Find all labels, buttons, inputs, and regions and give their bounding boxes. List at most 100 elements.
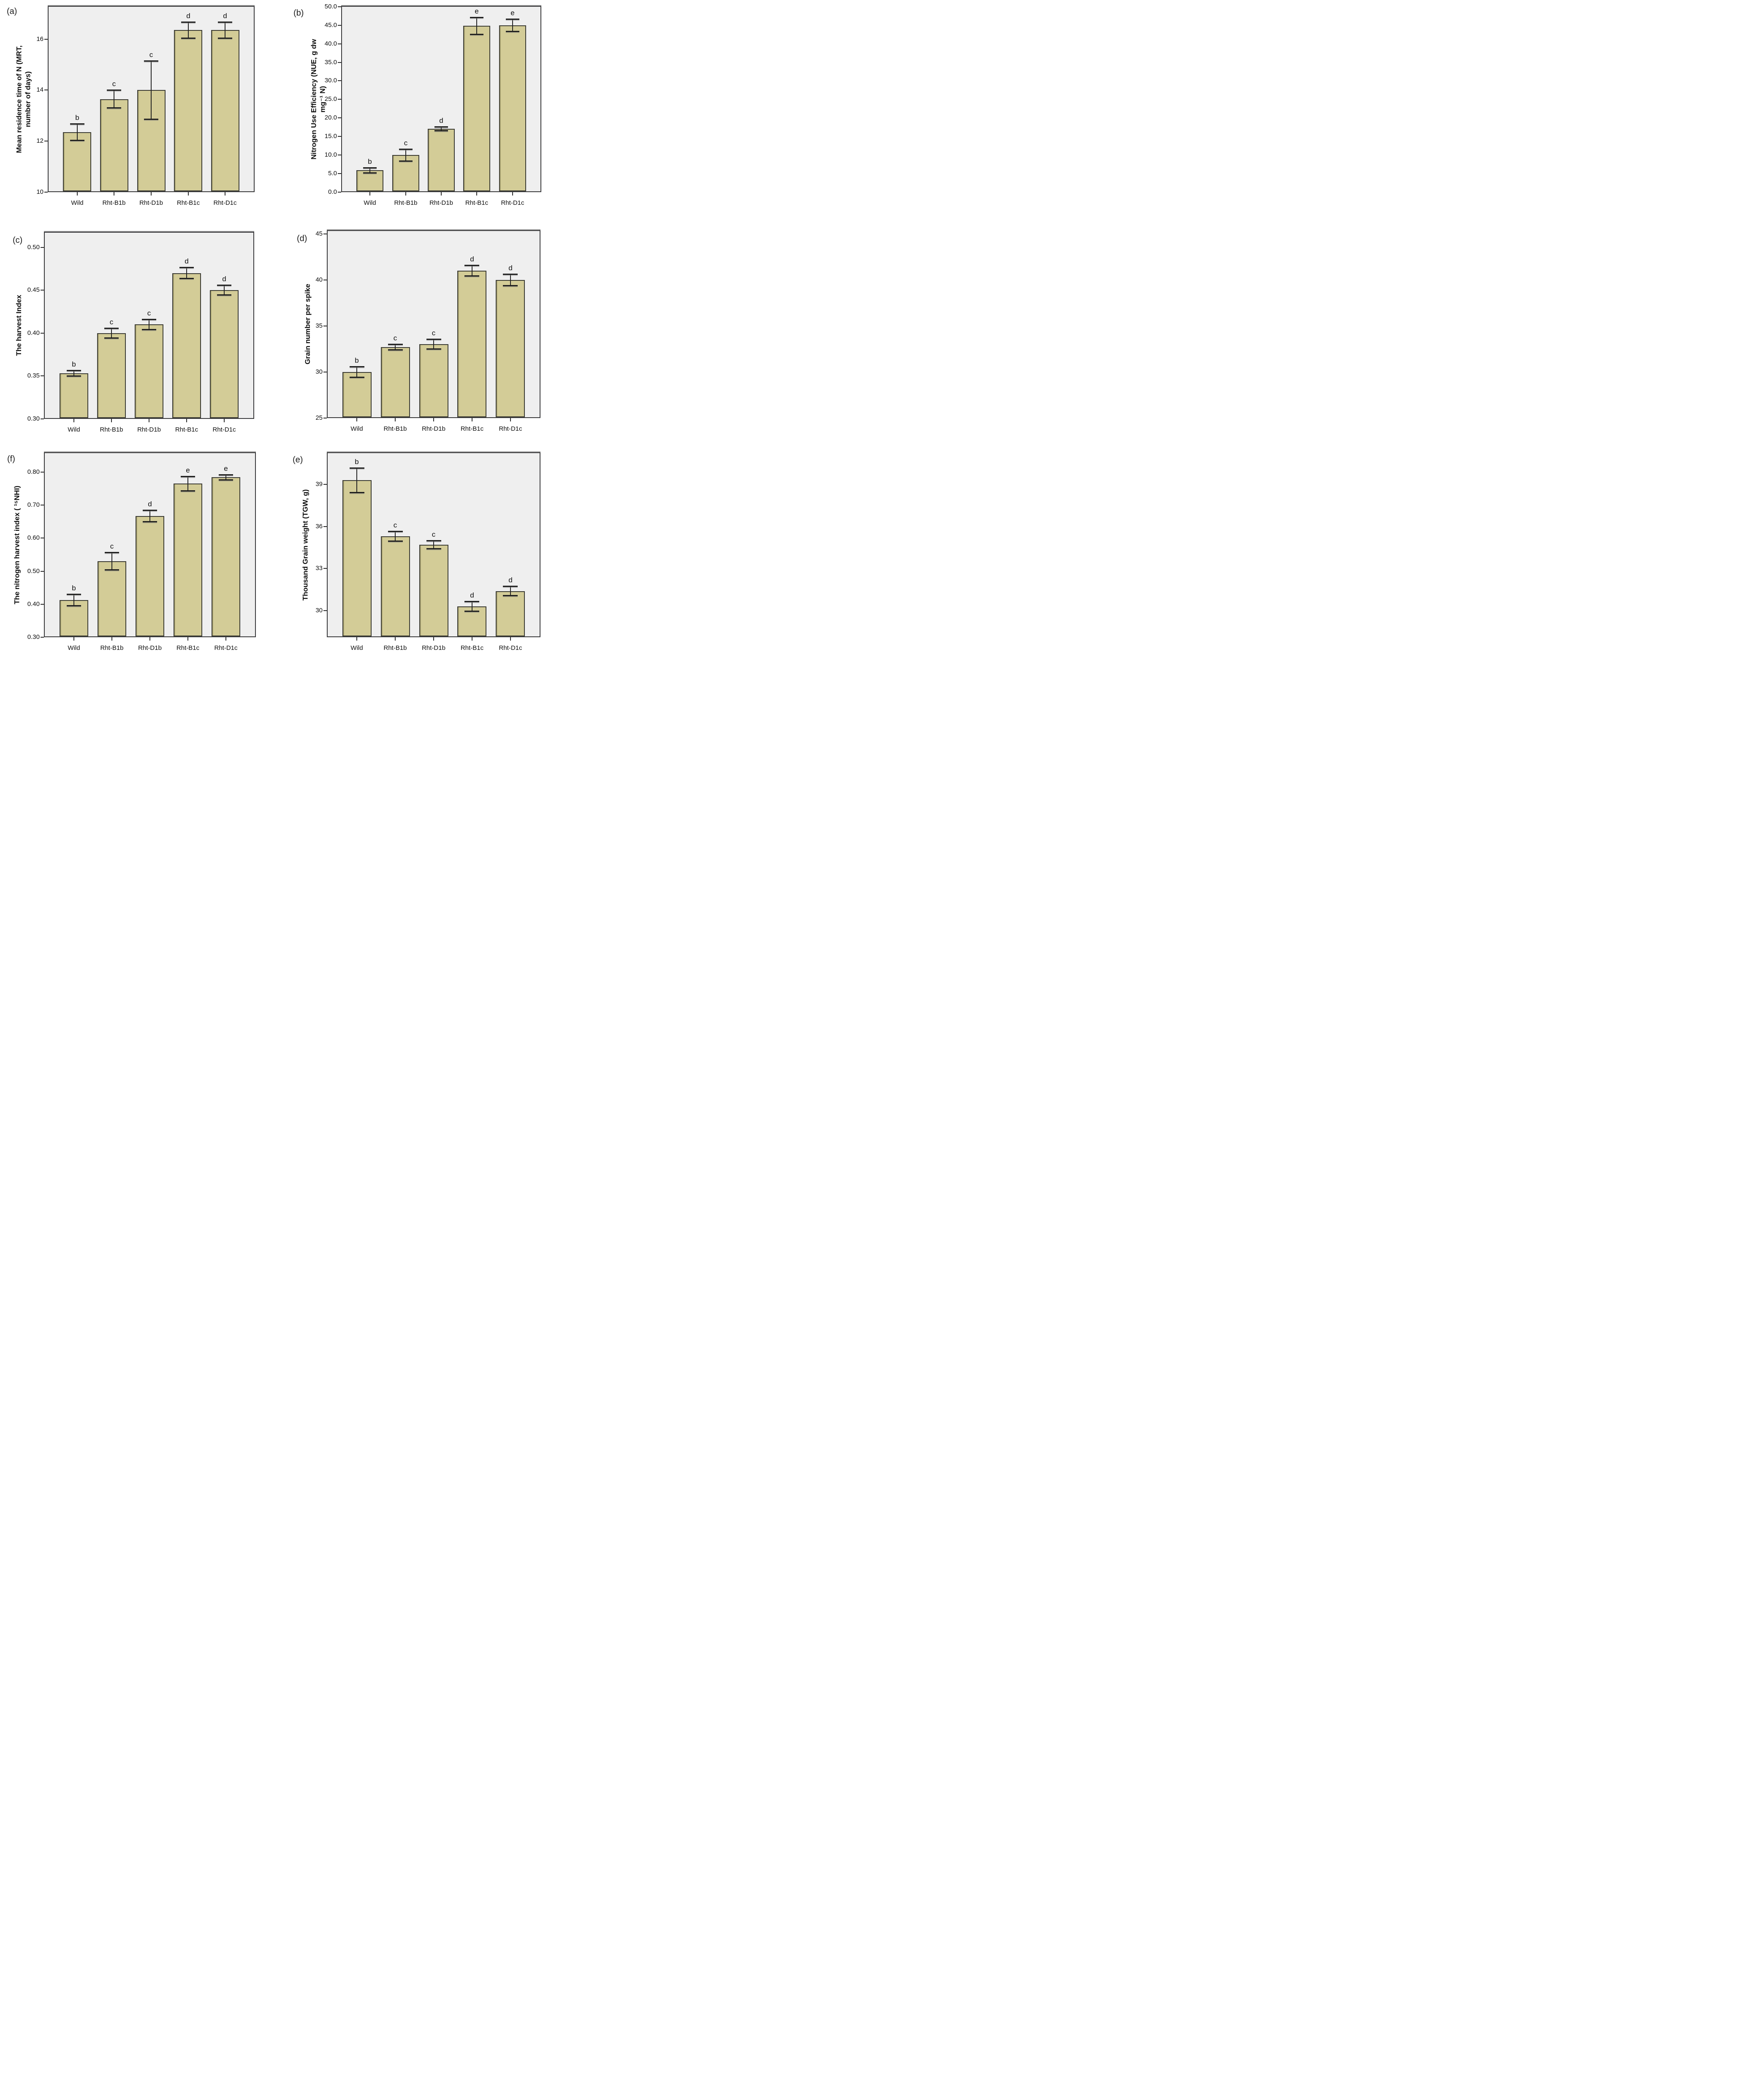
error-bar [510, 274, 511, 286]
bar [211, 30, 239, 191]
error-bar [151, 61, 152, 120]
error-bar-cap-bottom [217, 294, 231, 296]
y-tick-label: 15.0 [324, 133, 337, 140]
panel-a: (a) Mean residence time of N (MRT, numbe… [0, 0, 272, 219]
y-tick-label: 0.30 [27, 415, 40, 422]
error-bar-cap-top [67, 594, 81, 595]
error-bar-cap-bottom [143, 521, 157, 522]
x-tick-mark [510, 637, 511, 641]
significance-letter: c [393, 334, 397, 342]
significance-letter: b [72, 360, 76, 368]
error-bar-cap-bottom [350, 492, 364, 493]
panel-letter: (d) [297, 234, 307, 243]
error-bar [188, 22, 189, 38]
error-bar-cap-bottom [503, 285, 518, 286]
y-tick-label: 0.50 [27, 568, 40, 575]
error-bar [510, 586, 511, 596]
panel-b: (b) Nitrogen Use Efficiency (NUE, g dw m… [272, 0, 545, 219]
error-bar-cap-bottom [503, 595, 518, 596]
bar [212, 477, 240, 636]
error-bar-cap-top [218, 22, 232, 23]
x-tick-mark [433, 637, 434, 641]
y-tick-mark [323, 484, 327, 485]
error-bar-cap-top [426, 339, 441, 340]
y-tick-label: 0.40 [27, 600, 40, 608]
x-tick-mark [441, 192, 442, 196]
significance-letter: d [185, 257, 189, 265]
bar [97, 333, 126, 418]
y-tick-mark [41, 472, 44, 473]
error-bar-cap-top [105, 552, 119, 553]
x-tick-label: Rht-D1c [499, 644, 522, 652]
significance-letter: c [432, 329, 436, 337]
significance-letter: e [224, 465, 228, 473]
significance-letter: b [355, 356, 359, 364]
y-tick-label: 33 [315, 565, 323, 572]
error-bar [224, 285, 225, 295]
error-bar-cap-top [67, 370, 81, 371]
bar [381, 536, 410, 636]
error-bar-cap-bottom [506, 31, 519, 32]
y-tick-mark [41, 375, 44, 376]
error-bar-cap-top [464, 601, 479, 602]
x-tick-mark [111, 419, 112, 422]
y-tick-mark [41, 247, 44, 248]
error-bar [476, 17, 477, 35]
y-tick-label: 25.0 [324, 95, 337, 103]
bar [496, 591, 525, 636]
y-axis-title: The harvest Index [15, 295, 23, 356]
error-bar-cap-bottom [426, 348, 441, 350]
x-tick-label: Rht-D1b [429, 199, 453, 206]
error-bar-cap-top [506, 19, 519, 20]
significance-letter: c [393, 521, 397, 529]
y-tick-label: 0.60 [27, 534, 40, 541]
error-bar-cap-top [104, 328, 119, 329]
bar [342, 480, 372, 636]
error-bar [369, 168, 370, 173]
significance-letter: d [186, 12, 190, 20]
error-bar-cap-bottom [181, 38, 195, 39]
bar [499, 25, 526, 191]
error-bar-cap-top [107, 90, 121, 91]
error-bar-cap-bottom [219, 479, 233, 481]
error-bar [405, 149, 406, 161]
error-bar-cap-top [179, 267, 194, 268]
y-tick-mark [338, 80, 341, 81]
y-tick-mark [338, 6, 341, 7]
y-tick-mark [41, 290, 44, 291]
x-tick-label: Rht-D1c [499, 425, 522, 432]
y-tick-mark [44, 39, 48, 40]
bar [60, 373, 88, 418]
y-tick-mark [338, 136, 341, 137]
x-tick-label: Rht-B1c [176, 199, 200, 206]
error-bar-cap-bottom [105, 569, 119, 571]
bar [135, 324, 163, 418]
significance-letter: c [110, 542, 114, 550]
error-bar-cap-bottom [107, 107, 121, 109]
panel-e: (e) Thousand Grain weight (TGW, g) 30 33 3… [272, 437, 545, 656]
figure: (a) Mean residence time of N (MRT, numbe… [0, 0, 545, 656]
y-tick-mark [41, 571, 44, 572]
significance-letter: c [112, 80, 116, 88]
error-bar-cap-top [363, 167, 377, 168]
error-bar-cap-bottom [388, 541, 403, 542]
bar [136, 516, 164, 636]
y-tick-label: 25 [315, 414, 323, 421]
x-tick-mark [73, 637, 74, 641]
y-tick-label: 0.80 [27, 468, 40, 475]
error-bar-cap-bottom [179, 278, 194, 279]
error-bar [73, 594, 74, 606]
y-tick-label: 50.0 [324, 3, 337, 10]
x-tick-mark [510, 418, 511, 421]
panel-f: (f) The nitrogen harvest index ( ¹⁵NHI) … [0, 437, 272, 656]
error-bar [356, 468, 357, 493]
y-tick-mark [41, 333, 44, 334]
error-bar-cap-bottom [67, 605, 81, 606]
panel-letter: (b) [293, 8, 304, 18]
error-bar-cap-bottom [70, 140, 84, 141]
y-tick-mark [323, 610, 327, 611]
x-tick-mark [77, 192, 78, 196]
significance-letter: d [148, 500, 152, 508]
x-tick-mark [512, 192, 513, 196]
x-tick-label: Rht-B1b [383, 425, 407, 432]
